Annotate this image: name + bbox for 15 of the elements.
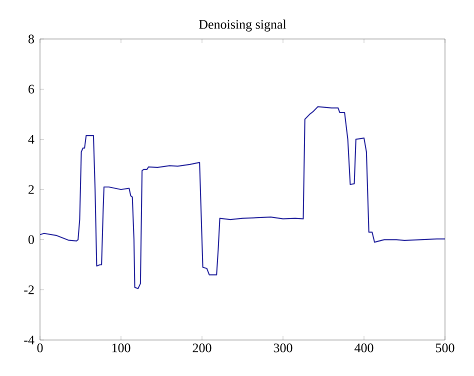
x-tick-label: 200 bbox=[192, 344, 212, 352]
y-tick-label: 4 bbox=[28, 135, 34, 144]
y-tick-label: 6 bbox=[28, 84, 34, 94]
x-tick-label: 300 bbox=[274, 344, 292, 352]
x-tick-label: 500 bbox=[436, 344, 454, 352]
y-tick-label: 8 bbox=[28, 34, 34, 44]
y-tick-label: 0 bbox=[28, 235, 34, 244]
y-tick-label: 2 bbox=[28, 185, 34, 194]
x-tick-label: 0 bbox=[37, 344, 43, 352]
line-series bbox=[40, 106, 445, 290]
y-tick-label: -2 bbox=[24, 286, 34, 294]
x-tick-label: 100 bbox=[112, 344, 130, 352]
y-tick-label: -4 bbox=[24, 336, 34, 344]
x-tick-label: 400 bbox=[354, 344, 374, 352]
chart-title: Denoising signal bbox=[199, 20, 286, 32]
